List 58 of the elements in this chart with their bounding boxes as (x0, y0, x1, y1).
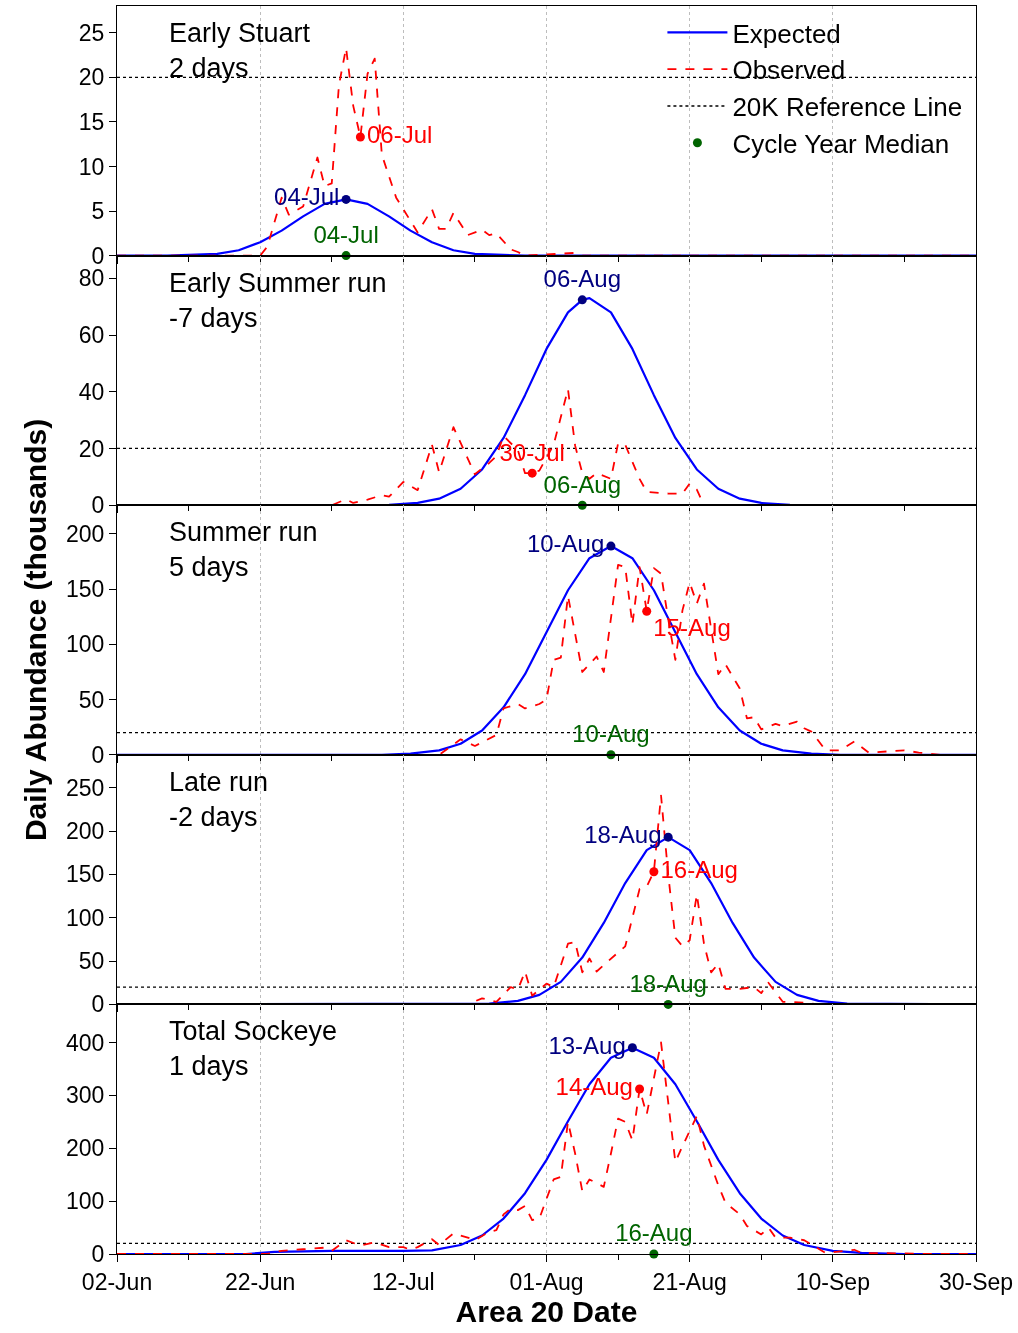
legend-label: Cycle Year Median (732, 128, 950, 159)
y-tick-label: 20 (78, 435, 105, 462)
y-tick-label: 60 (78, 322, 105, 349)
text: 1 days (169, 1051, 249, 1082)
x-tick-label: 01-Aug (509, 1268, 584, 1295)
data-label: 13-Aug (548, 1031, 626, 1059)
y-tick-label: 200 (66, 818, 105, 845)
text: -7 days (169, 303, 258, 334)
y-tick-label: 50 (78, 686, 105, 713)
y-tick-label: 200 (66, 1135, 105, 1162)
y-tick-label: 400 (66, 1029, 105, 1056)
x-tick-label: 02-Jun (81, 1268, 153, 1295)
data-label: 18-Aug (584, 821, 662, 849)
data-label: 10-Aug (572, 720, 650, 748)
x-tick-label: 30-Sep (938, 1268, 1014, 1295)
y-tick-label: 100 (66, 1188, 105, 1215)
text: -2 days (169, 802, 258, 833)
y-tick-label: 200 (66, 520, 105, 547)
y-tick-label: 10 (78, 153, 105, 180)
text: Early Stuart (169, 18, 311, 48)
y-axis-title: Daily Abundance (thousands) (19, 418, 53, 842)
x-tick-label: 12-Jul (372, 1268, 435, 1295)
y-tick-label: 250 (66, 774, 105, 801)
data-label: 04-Jul (313, 220, 379, 248)
x-tick-label: 22-Jun (225, 1268, 296, 1295)
legend-label: Expected (732, 18, 841, 49)
y-tick-label: 15 (78, 108, 105, 135)
text: Late run (169, 767, 269, 797)
x-tick-label: 10-Sep (795, 1268, 870, 1295)
y-tick-label: 25 (78, 19, 105, 46)
y-tick-label: 100 (66, 904, 105, 931)
y-tick-label: 100 (66, 631, 105, 658)
chart-title: Summer run (169, 517, 318, 547)
x-tick-label: 21-Aug (652, 1268, 727, 1295)
data-label: 06-Jul (367, 121, 433, 149)
y-tick-label: 0 (91, 1241, 105, 1268)
y-tick-label: 50 (78, 948, 105, 975)
chart-title: Total Sockeye (169, 1016, 338, 1046)
y-tick-label: 20 (78, 64, 105, 91)
data-label: 10-Aug (526, 530, 605, 558)
legend-label: 20K Reference Line (732, 92, 963, 123)
data-label: 16-Aug (615, 1219, 693, 1247)
y-tick-label: 0 (91, 492, 105, 519)
y-tick-label: 40 (78, 378, 105, 405)
x-axis-title: Area 20 Date (455, 1294, 638, 1328)
y-tick-label: 150 (66, 576, 105, 603)
data-label: 06-Aug (543, 265, 621, 293)
y-tick-label: 0 (91, 741, 105, 768)
y-tick-label: 150 (66, 861, 105, 888)
y-tick-label: 300 (66, 1082, 105, 1109)
text: 2 days (169, 53, 249, 84)
data-label: 18-Aug (629, 969, 707, 997)
text: 5 days (169, 552, 249, 583)
data-label: 06-Aug (543, 470, 621, 498)
y-tick-label: 0 (91, 991, 105, 1018)
data-label: 04-Jul (274, 183, 340, 211)
text: Early Summer run (169, 268, 387, 298)
y-tick-label: 5 (91, 198, 105, 225)
